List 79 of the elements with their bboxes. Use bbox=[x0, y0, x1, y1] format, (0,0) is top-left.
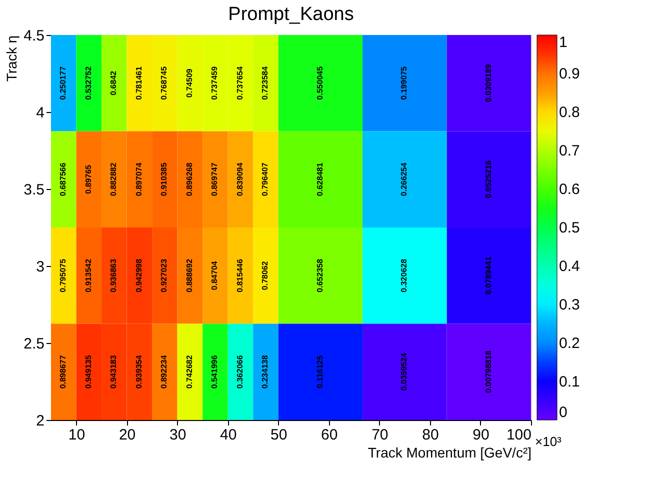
x-tick-label: 50 bbox=[270, 426, 288, 444]
y-tick-label: 4 bbox=[36, 104, 44, 122]
data-label: 0.0525216 bbox=[484, 160, 493, 198]
data-label: 0.266254 bbox=[400, 162, 409, 196]
data-label: 0.687566 bbox=[58, 162, 68, 196]
data-label: 0.84704 bbox=[210, 260, 220, 290]
x-tick-label: 10 bbox=[68, 426, 86, 444]
data-label: 0.737654 bbox=[235, 66, 244, 100]
data-label: 0.362066 bbox=[235, 354, 244, 389]
color-bar-label: 0.2 bbox=[559, 335, 580, 352]
data-label: 0.898677 bbox=[58, 354, 68, 389]
x-tick-label: 80 bbox=[422, 426, 439, 444]
chart-title: Prompt_Kaons bbox=[228, 4, 354, 25]
color-bar-label: 1 bbox=[559, 34, 568, 51]
data-label: 0.869747 bbox=[210, 162, 220, 196]
data-label: 0.199075 bbox=[400, 66, 409, 100]
data-label: 0.541996 bbox=[210, 354, 220, 389]
color-bar-label: 0.8 bbox=[559, 104, 580, 121]
data-label: 0.0359524 bbox=[400, 352, 409, 391]
data-label: 0.0309189 bbox=[484, 64, 493, 102]
color-bar-label: 0.7 bbox=[559, 142, 580, 160]
data-label: 0.896268 bbox=[184, 162, 194, 196]
data-label: 0.628481 bbox=[315, 162, 324, 196]
data-label: 0.910385 bbox=[160, 162, 169, 196]
data-label: 0.815446 bbox=[235, 258, 244, 292]
x-tick-label: 20 bbox=[118, 426, 136, 444]
data-label: 0.652358 bbox=[315, 258, 324, 292]
data-label: 0.742682 bbox=[184, 354, 194, 389]
color-bar-label: 0.4 bbox=[559, 258, 580, 275]
data-label: 0.74509 bbox=[184, 68, 194, 98]
y-axis-title: Track η bbox=[4, 36, 20, 82]
data-label: 0.550045 bbox=[315, 66, 324, 100]
data-label: 0.939354 bbox=[134, 354, 144, 389]
data-label: 0.768745 bbox=[160, 66, 169, 100]
color-bar-label: 0.5 bbox=[559, 220, 580, 236]
text: ×10³ bbox=[535, 434, 562, 449]
color-bar-label: 0.6 bbox=[559, 181, 580, 198]
x-tick-label: 40 bbox=[220, 426, 237, 444]
x-tick-label: 100 bbox=[506, 426, 532, 444]
y-tick-label: 2.5 bbox=[24, 336, 44, 352]
data-label: 0.795075 bbox=[58, 258, 68, 292]
data-label: 0.00798818 bbox=[484, 350, 493, 394]
color-bar-label: 0.3 bbox=[559, 296, 580, 314]
data-label: 0.839094 bbox=[235, 162, 244, 196]
data-label: 0.882882 bbox=[109, 162, 118, 196]
color-bar-label: 0.1 bbox=[559, 374, 580, 390]
y-tick-label: 4.5 bbox=[24, 28, 44, 44]
data-label: 0.942998 bbox=[134, 258, 144, 292]
data-label: 0.234138 bbox=[260, 354, 270, 389]
y-tick-label: 3 bbox=[36, 258, 44, 276]
data-label: 0.0789441 bbox=[484, 256, 493, 295]
data-label: 0.936863 bbox=[109, 258, 118, 292]
data-label: 0.737459 bbox=[210, 66, 220, 100]
data-label: 0.943183 bbox=[109, 354, 118, 389]
data-label: 0.116125 bbox=[315, 354, 324, 388]
data-label: 0.796407 bbox=[260, 162, 270, 196]
data-label: 0.320628 bbox=[400, 258, 409, 292]
x-tick-label: 70 bbox=[372, 426, 388, 444]
data-label: 0.892234 bbox=[160, 354, 169, 389]
x-axis-title: Track Momentum [GeV/c²] bbox=[368, 444, 532, 460]
x-tick-label: 30 bbox=[169, 426, 186, 444]
data-label: 0.781461 bbox=[134, 66, 144, 100]
data-label: 0.532752 bbox=[84, 66, 93, 100]
data-label: 0.927023 bbox=[160, 258, 169, 292]
x-tick-label: 60 bbox=[321, 426, 338, 444]
data-label: 0.250177 bbox=[58, 66, 68, 100]
y-tick-label: 2 bbox=[36, 412, 44, 430]
data-label: 0.723584 bbox=[260, 66, 270, 100]
data-label: 0.89765 bbox=[84, 164, 93, 194]
data-label: 0.913542 bbox=[84, 258, 93, 292]
y-tick-label: 3.5 bbox=[24, 182, 44, 198]
x-tick-label: 90 bbox=[472, 426, 490, 444]
color-bar-label: 0.9 bbox=[559, 66, 580, 82]
color-bar-label: 0 bbox=[559, 404, 568, 421]
data-label: 0.949135 bbox=[84, 354, 93, 389]
data-label: 0.78062 bbox=[260, 260, 270, 290]
data-label: 0.6842 bbox=[109, 70, 118, 96]
data-label: 0.888692 bbox=[184, 258, 194, 292]
data-label: 0.897074 bbox=[134, 162, 144, 196]
